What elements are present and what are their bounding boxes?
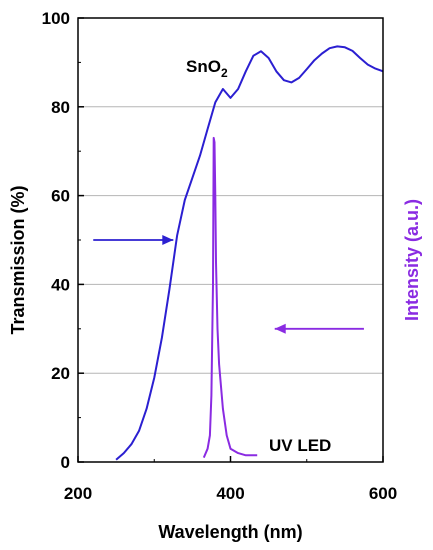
data-series	[115, 45, 384, 461]
y-tick-label-40: 40	[51, 275, 70, 294]
right-axis-arrow-head	[274, 323, 286, 334]
sno2-annotation-subscript: 2	[221, 66, 228, 80]
y-tick-label-80: 80	[51, 98, 70, 117]
series-line-1	[202, 136, 258, 458]
x-tick-label-400: 400	[216, 484, 244, 503]
left-axis-arrow	[93, 235, 174, 245]
left-axis-arrow-head	[162, 235, 174, 245]
x-axis-label: Wavelength (nm)	[158, 522, 302, 542]
series-line-0	[115, 45, 384, 461]
right-axis-arrow	[274, 323, 364, 334]
uv-led-annotation: UV LED	[269, 436, 331, 455]
y2-axis-label: Intensity (a.u.)	[402, 199, 422, 321]
axis-ticks: 0 20 40 60 80 100 200 400 600	[42, 9, 398, 503]
y-axis-label: Transmission (%)	[8, 185, 28, 334]
y-tick-label-0: 0	[61, 453, 70, 472]
y-tick-label-60: 60	[51, 187, 70, 206]
gridlines	[78, 106, 383, 374]
axis-arrows	[93, 235, 364, 334]
y-tick-label-20: 20	[51, 364, 70, 383]
sno2-annotation: SnO2	[186, 57, 228, 80]
x-tick-label-600: 600	[369, 484, 397, 503]
x-tick-label-200: 200	[64, 484, 92, 503]
y-tick-label-100: 100	[42, 9, 70, 28]
sno2-annotation-main: SnO	[186, 57, 221, 76]
